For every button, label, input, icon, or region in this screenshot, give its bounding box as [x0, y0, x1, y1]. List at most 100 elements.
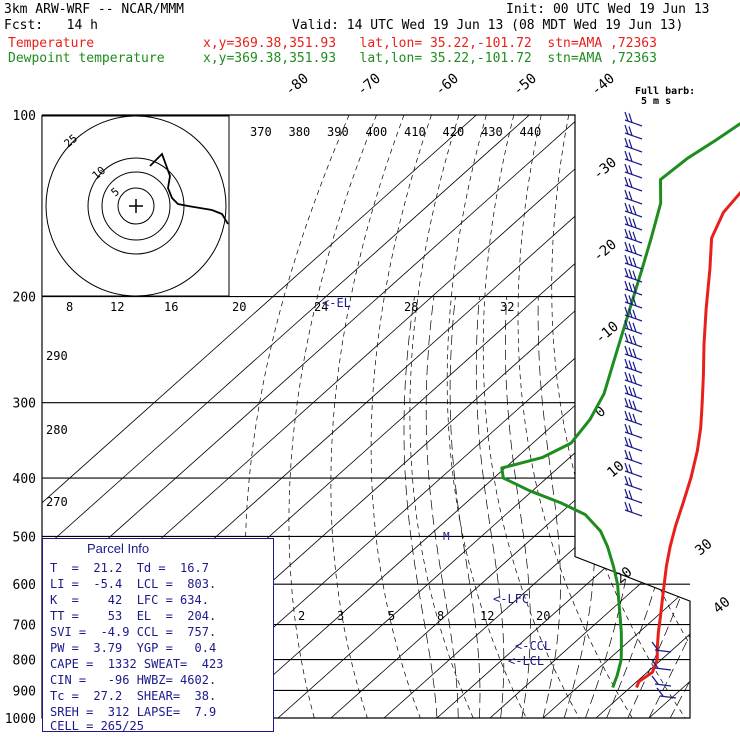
wind-barb-flag [632, 335, 637, 345]
theta-label: 270 [46, 495, 68, 509]
wind-speed-tick: 28 [404, 300, 418, 314]
dewpoint-legend: Dewpoint temperature [8, 51, 165, 66]
wind-barb-flag [624, 397, 629, 408]
theta-label: 370 [250, 125, 272, 139]
wind-barb-flag [624, 410, 629, 421]
isotherm [42, 115, 530, 718]
wind-barb-flag [624, 202, 629, 213]
m-marker: M [443, 530, 450, 543]
dry-adiabat [551, 115, 686, 718]
wind-barb-flag [632, 374, 637, 384]
dry-adiabat [370, 115, 432, 718]
wind-barb-flag [628, 425, 633, 435]
isotherm-label: -30 [590, 155, 620, 184]
wind-speed-tick: 16 [164, 300, 178, 314]
wind-barb-flag [632, 309, 637, 319]
wind-speed-tick: 24 [314, 300, 328, 314]
isotherm [489, 115, 690, 718]
wind-barb-flag [628, 386, 633, 396]
wind-barb-flag [628, 373, 633, 383]
wind-barb-flag [624, 332, 629, 343]
hodograph-ring [101, 171, 171, 241]
pressure-label: 100 [13, 109, 36, 124]
wind-barb [659, 695, 677, 699]
pressure-label: 400 [13, 472, 36, 487]
wind-barb-flag [624, 111, 629, 122]
parcel-row: K = 42 LFC = 634. [50, 593, 209, 607]
wind-barb-flag [624, 462, 629, 473]
wind-barb-flag [628, 139, 633, 149]
theta-label: 290 [46, 349, 68, 363]
wind-barb-flag [628, 360, 633, 370]
wind-barb-flag [628, 230, 633, 240]
isotherm-label: -50 [510, 71, 540, 100]
isotherm [542, 115, 690, 718]
wind-barb-flag [628, 204, 633, 214]
wind-barb [654, 649, 672, 653]
wind-barbs [624, 111, 677, 699]
theta-label: 440 [520, 125, 542, 139]
wind-barb-flag [632, 413, 637, 423]
pressure-label: 900 [13, 684, 36, 699]
wind-barb-flag [628, 451, 633, 461]
wind-barb-flag [624, 267, 629, 278]
ccl-marker: <-CCL [515, 639, 551, 653]
wind-barb-flag [632, 270, 637, 280]
dry-adiabat [517, 115, 633, 718]
mixing-ratio-label: 3 [337, 609, 344, 623]
wind-barb [654, 667, 672, 671]
wind-barb-flag [624, 475, 629, 486]
wind-barb-flag [628, 217, 633, 227]
hodograph-ring [45, 115, 227, 297]
wind-barb-flag [628, 490, 633, 500]
wind-barb-flag [628, 399, 633, 409]
mixing-ratio-label: 2 [298, 609, 305, 623]
wind-barb-flag [624, 358, 629, 369]
wind-barb-flag [628, 152, 633, 162]
wind-barb-flag [628, 165, 633, 175]
wind-barb-flag [624, 254, 629, 265]
dry-adiabat [330, 115, 405, 718]
wind-barb-flag [628, 256, 633, 266]
wind-barb-flag [624, 293, 629, 304]
wind-barb-flag [624, 163, 629, 174]
dry-adiabat [482, 115, 580, 718]
wind-barb-flag [632, 257, 637, 267]
wind-barb-flag [651, 641, 659, 651]
parcel-row: LI = -5.4 LCL = 803. [50, 577, 217, 591]
wind-barb-flag [624, 241, 629, 252]
temperature-legend: Temperature [8, 36, 95, 51]
dewpoint-profile [500, 121, 740, 689]
parcel-row: PW = 3.79 YGP = 0.4 [50, 641, 217, 655]
wind-barb-flag [628, 503, 633, 513]
isotherm [224, 115, 690, 718]
wind-barb-flag [628, 464, 633, 474]
theta-label: 420 [443, 125, 465, 139]
wind-barb-flag [632, 348, 637, 358]
wind-barb-flag [624, 280, 629, 291]
barb-legend: 5 m s [641, 96, 671, 107]
wind-barb-flag [628, 113, 633, 123]
parcel-row: CIN = -96 HWBZ= 4602. [50, 673, 217, 687]
wind-barb-flag [628, 438, 633, 448]
moist-adiabat [425, 296, 459, 718]
wind-barb-flag [624, 384, 629, 395]
isotherm-label: 30 [692, 536, 715, 559]
wind-barb-flag [628, 126, 633, 136]
isotherm-label: 10 [604, 458, 627, 481]
mixing-ratio-label: 5 [388, 609, 395, 623]
valid-time: Valid: 14 UTC Wed 19 Jun 13 (08 MDT Wed … [292, 18, 684, 33]
wind-barb-flag [628, 269, 633, 279]
wind-barb-flag [632, 205, 637, 215]
parcel-row: SVI = -4.9 CCL = 757. [50, 625, 217, 639]
temperature-profile [635, 190, 740, 689]
moist-adiabat [505, 296, 531, 718]
isotherm [648, 115, 690, 718]
forecast-hour: Fcst: 14 h [4, 18, 98, 33]
pressure-label: 800 [13, 654, 36, 669]
wind-barb-flag [632, 387, 637, 397]
wind-barb-flag [624, 137, 629, 148]
isotherm-label: -80 [282, 71, 312, 100]
isotherm [436, 115, 690, 718]
